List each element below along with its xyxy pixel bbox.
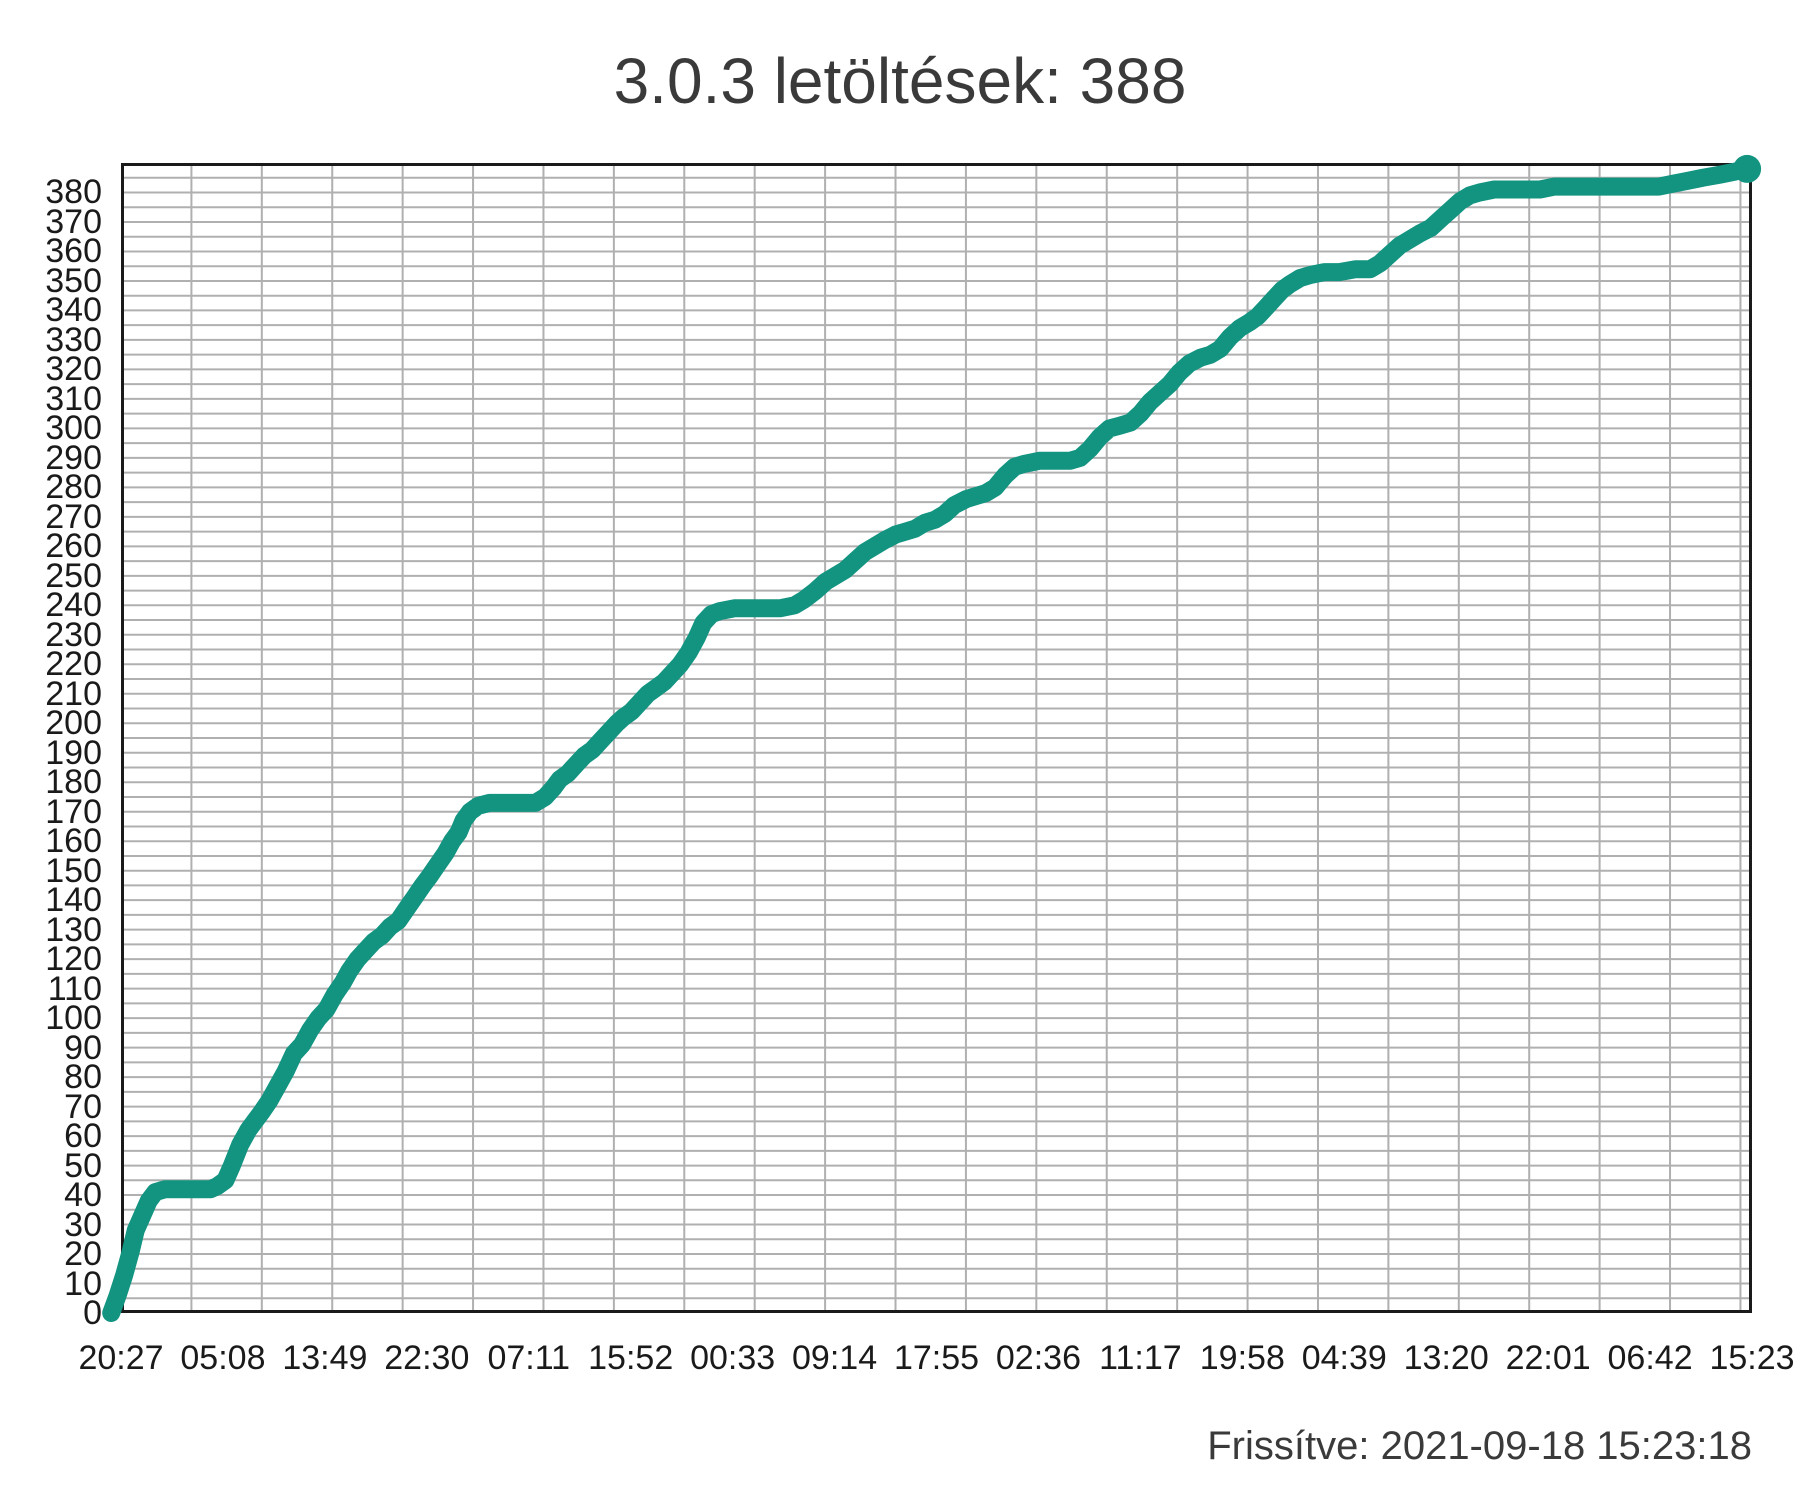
- y-tick-label: 60: [64, 1117, 102, 1156]
- y-tick-label: 220: [45, 645, 102, 684]
- x-tick-label: 15:52: [588, 1339, 674, 1377]
- y-tick-label: 110: [47, 969, 102, 1008]
- series-end-dot: [1733, 154, 1762, 183]
- y-tick-label: 290: [45, 438, 102, 477]
- y-tick-label: 180: [45, 763, 102, 802]
- plot-area: [102, 154, 1762, 1322]
- x-tick-label: 07:11: [487, 1339, 571, 1377]
- x-tick-label: 11:17: [1099, 1339, 1182, 1377]
- y-tick-label: 150: [45, 851, 102, 890]
- y-tick-label: 210: [45, 674, 102, 713]
- y-tick-label: 170: [45, 792, 102, 831]
- x-tick-label: 02:36: [995, 1339, 1081, 1377]
- y-tick-label: 140: [45, 881, 102, 920]
- x-tick-label: 20:27: [78, 1339, 164, 1377]
- y-tick-label: 70: [64, 1087, 102, 1126]
- plot-border: [121, 163, 1752, 1313]
- y-tick-label: 40: [64, 1176, 102, 1215]
- y-tick-label: 310: [45, 379, 102, 418]
- y-axis-labels: 0 10 20 30 40 50 60 70 80 90 100 110 120 130 140 150 160…: [0, 0, 110, 1500]
- x-tick-label: 06:42: [1607, 1339, 1693, 1377]
- footer-updated-text: Frissítve: 2021-09-18 15:23:18: [1207, 1424, 1752, 1468]
- y-tick-label: 280: [45, 468, 102, 507]
- x-tick-label: 13:49: [282, 1339, 368, 1377]
- y-tick-label: 230: [45, 615, 102, 654]
- y-tick-label: 240: [45, 586, 102, 625]
- chart-title: 3.0.3 letöltések: 388: [613, 45, 1187, 117]
- y-tick-label: 200: [45, 704, 102, 743]
- y-tick-label: 120: [45, 940, 102, 979]
- y-tick-label: 350: [45, 261, 102, 300]
- x-tick-label: 00:33: [690, 1339, 776, 1377]
- x-tick-label: 19:58: [1199, 1339, 1285, 1377]
- y-tick-label: 0: [83, 1294, 102, 1332]
- y-tick-label: 380: [45, 173, 102, 212]
- chart-canvas: [102, 154, 1762, 1322]
- x-tick-label: 05:08: [180, 1339, 266, 1377]
- x-tick-label: 22:01: [1505, 1339, 1591, 1377]
- y-tick-label: 370: [45, 202, 102, 241]
- x-tick-label: 13:20: [1403, 1339, 1489, 1377]
- x-tick-label: 04:39: [1301, 1339, 1387, 1377]
- y-tick-label: 50: [64, 1146, 102, 1185]
- y-tick-label: 100: [45, 999, 102, 1038]
- y-tick-label: 250: [45, 556, 102, 595]
- y-tick-label: 190: [45, 733, 102, 772]
- x-tick-label: 15:23: [1709, 1339, 1795, 1377]
- y-tick-label: 130: [45, 910, 102, 949]
- y-tick-label: 330: [45, 320, 102, 359]
- series-line: [102, 159, 1757, 1322]
- y-tick-label: 260: [45, 527, 102, 566]
- y-tick-label: 160: [45, 822, 102, 861]
- x-tick-label: 17:55: [893, 1339, 980, 1377]
- x-tick-label: 22:30: [384, 1339, 470, 1377]
- y-tick-label: 340: [45, 291, 102, 330]
- y-tick-label: 20: [64, 1235, 102, 1274]
- y-tick-label: 360: [45, 232, 102, 271]
- y-tick-label: 10: [64, 1264, 102, 1303]
- x-tick-label: 09:14: [792, 1339, 878, 1377]
- y-tick-label: 270: [45, 497, 102, 536]
- y-tick-label: 90: [64, 1028, 102, 1067]
- y-tick-label: 300: [45, 409, 102, 448]
- y-tick-label: 80: [64, 1058, 102, 1097]
- y-tick-label: 30: [64, 1205, 102, 1244]
- y-tick-label: 320: [45, 350, 102, 389]
